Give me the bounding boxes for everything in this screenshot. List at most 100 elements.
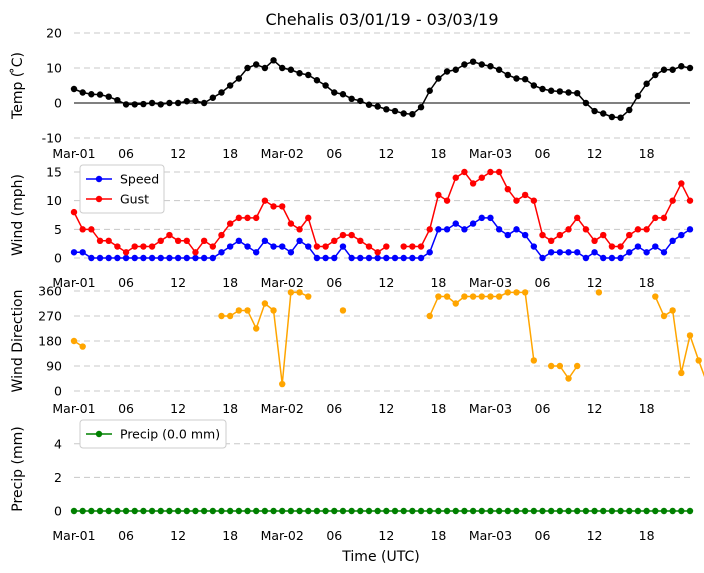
data-point [88,254,95,262]
y-axis-label-precipitation: Precip (mm) [10,426,26,511]
data-point [487,214,494,222]
data-point [574,90,581,97]
data-point [226,82,234,89]
data-point [461,293,468,300]
data-point [426,249,433,256]
data-point [252,325,260,332]
data-point [435,75,442,82]
data-point [166,507,173,515]
data-point [426,87,433,94]
data-point [547,237,555,244]
x-tick-label: 06 [535,275,551,290]
data-point [409,111,416,118]
x-tick-label: 18 [639,146,655,161]
data-point [339,507,347,515]
series-line [551,365,578,380]
data-point [279,64,286,72]
data-point [530,243,538,250]
data-point [547,249,555,256]
series-gust [70,168,694,256]
data-point [504,231,512,239]
data-point [695,357,702,364]
data-point [148,99,156,107]
y-tick-label-wind_direction: 180 [38,334,62,349]
data-point [521,289,529,296]
data-point [504,71,512,79]
data-point [452,174,459,181]
data-point [504,289,512,296]
data-point [287,249,295,256]
data-point [652,71,659,79]
legend-precipitation: Precip (0.0 mm) [79,419,227,449]
data-point [192,97,199,105]
data-point [305,71,312,79]
x-tick-label: 12 [170,401,186,416]
x-tick-label: 12 [587,528,603,543]
legend-wind: Speed Gust [79,164,165,214]
data-point [643,226,650,233]
data-point [383,106,390,113]
data-point [409,507,416,515]
data-point [487,63,494,70]
panel-wind_direction: 0 90 180 270 360 Mar-01 06 12 18 Mar-02 06 12 18 Mar-… [10,284,704,416]
data-point [122,249,130,256]
data-point [582,226,590,233]
data-point [660,66,668,73]
data-point [148,507,156,515]
data-point [565,226,572,233]
data-point [591,237,598,244]
data-point [504,507,512,515]
y-tick-label-precipitation: 0 [54,504,62,519]
data-point [626,231,633,239]
data-point [357,237,364,244]
data-point [556,249,564,256]
data-point [478,507,485,515]
data-point [600,110,607,117]
data-point [469,58,477,65]
data-point [417,254,425,262]
data-point [452,66,459,73]
data-point [183,507,190,515]
data-point [218,507,225,515]
data-point [305,293,312,300]
data-point [374,103,381,110]
y-tick-label-temperature: 20 [46,26,62,41]
data-point [235,307,243,314]
data-point [521,76,529,83]
data-point [591,249,598,256]
data-point [157,101,164,108]
x-tick-label: 18 [222,146,238,161]
x-tick-label: 06 [535,401,551,416]
data-point [296,70,303,77]
data-point [357,97,364,105]
data-point [617,243,624,250]
data-point [96,254,104,262]
panel-wind: 0 5 10 15 Mar-01 06 12 18 Mar-02 06 12 18 Mar-03 06 12… [10,164,694,290]
data-point [417,507,425,515]
x-tick-label: 18 [639,401,655,416]
y-tick-label-wind_direction: 0 [54,384,62,399]
data-point [131,507,138,515]
data-point [409,243,416,250]
data-point [478,174,485,181]
data-point [218,89,225,96]
data-point [660,507,668,515]
series-precip-0-0-mm- [70,507,694,515]
data-point [279,203,286,210]
x-tick-label: Mar-02 [261,146,304,161]
data-point [348,231,355,239]
data-point [669,237,676,244]
y-tick-label-wind: 10 [46,193,62,208]
x-tick-label: 06 [535,146,551,161]
data-point [608,507,616,515]
data-point [313,254,321,262]
data-point [244,214,251,222]
data-point [131,254,138,262]
data-point [469,293,477,300]
data-point [426,226,433,233]
data-point [530,357,538,364]
data-point [261,507,269,515]
data-point [504,186,512,193]
data-point [270,243,277,250]
y-tick-label-wind: 5 [54,222,62,237]
